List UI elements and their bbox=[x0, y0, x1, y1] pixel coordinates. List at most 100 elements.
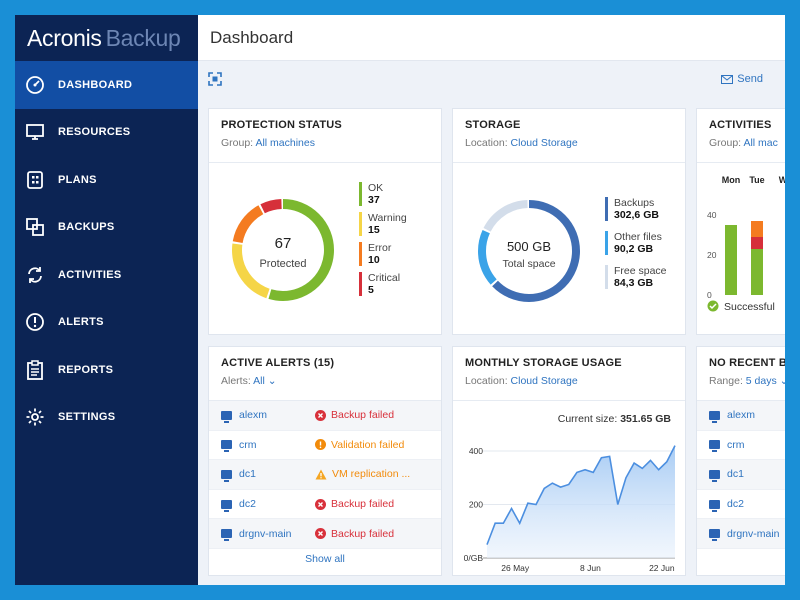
fullscreen-icon[interactable] bbox=[208, 72, 222, 86]
alert-row[interactable]: crm Validation failed bbox=[209, 431, 441, 461]
activity-bar bbox=[751, 249, 763, 295]
machine-icon bbox=[221, 529, 232, 542]
sidebar-item-settings[interactable]: SETTINGS bbox=[15, 394, 198, 442]
sidebar-item-activities[interactable]: ACTIVITIES bbox=[15, 251, 198, 299]
legend-swatch bbox=[605, 265, 608, 289]
machine-name[interactable]: dc1 bbox=[239, 468, 256, 481]
sidebar-item-label: DASHBOARD bbox=[58, 78, 133, 91]
topbar: Dashboard bbox=[198, 15, 785, 61]
gear-icon bbox=[24, 406, 46, 428]
location-link[interactable]: Cloud Storage bbox=[510, 137, 578, 149]
no-recent-backups-card: NO RECENT BA Range: 5 days ⌄ alexmcrmdc1… bbox=[696, 346, 785, 576]
machine-name[interactable]: dc1 bbox=[727, 468, 744, 481]
alert-status: Validation failed bbox=[331, 438, 405, 451]
legend-item: OK 37 bbox=[359, 182, 407, 206]
alert-status: Backup failed bbox=[331, 498, 395, 511]
alert-row[interactable]: drgnv-main Backup failed bbox=[209, 519, 441, 549]
sidebar: Acronis Backup DASHBOARD RESOURCES PLANS BAC… bbox=[15, 15, 198, 585]
activity-bar bbox=[725, 225, 737, 295]
sidebar-item-label: BACKUPS bbox=[58, 221, 115, 234]
machine-name[interactable]: alexm bbox=[239, 409, 268, 422]
x-tick-label: 26 May bbox=[501, 563, 530, 573]
x-tick-label: 22 Jun bbox=[649, 563, 675, 573]
protected-label: Protected bbox=[259, 258, 306, 270]
day-label: W bbox=[779, 175, 785, 185]
machine-icon bbox=[709, 529, 720, 542]
alerts-filter-dropdown[interactable]: All ⌄ bbox=[253, 375, 277, 387]
donut-segment-other-files bbox=[478, 200, 580, 302]
toolbar: Send bbox=[198, 61, 785, 97]
page-title: Dashboard bbox=[210, 27, 294, 47]
sidebar-item-alerts[interactable]: ALERTS bbox=[15, 299, 198, 347]
app-window: Acronis Backup DASHBOARD RESOURCES PLANS BAC… bbox=[15, 15, 785, 585]
machine-name[interactable]: alexm bbox=[727, 409, 756, 422]
machine-row[interactable]: drgnv-main bbox=[697, 519, 785, 549]
show-all-link[interactable]: Show all bbox=[305, 552, 345, 565]
legend-swatch bbox=[359, 182, 362, 206]
machine-icon bbox=[221, 469, 232, 482]
sidebar-item-resources[interactable]: RESOURCES bbox=[15, 109, 198, 157]
machine-name[interactable]: dc2 bbox=[727, 498, 744, 511]
alert-row[interactable]: alexm Backup failed bbox=[209, 401, 441, 431]
y-tick-label: 200 bbox=[469, 500, 483, 510]
x-tick-label: 8 Jun bbox=[580, 563, 601, 573]
day-label: Tue bbox=[749, 175, 764, 185]
sidebar-item-reports[interactable]: REPORTS bbox=[15, 346, 198, 394]
clipboard-icon bbox=[24, 359, 46, 381]
legend-item: Error 10 bbox=[359, 242, 407, 266]
legend-item: Free space 84,3 GB bbox=[605, 265, 667, 289]
storage-donut: 500 GB Total space bbox=[478, 200, 580, 302]
machine-row[interactable]: dc2 bbox=[697, 490, 785, 520]
sidebar-item-label: ALERTS bbox=[58, 316, 104, 329]
legend-item: Backups 302,6 GB bbox=[605, 197, 667, 221]
warning-icon bbox=[315, 469, 327, 480]
alert-row[interactable]: dc2 Backup failed bbox=[209, 490, 441, 520]
y-tick-label: 0/GB bbox=[464, 553, 484, 563]
legend-swatch bbox=[605, 231, 608, 255]
legend-swatch bbox=[605, 197, 608, 221]
protection-donut: 67 Protected bbox=[232, 199, 334, 301]
protection-legend: OK 37 Warning 15 Error 10 Critical 5 bbox=[359, 182, 407, 302]
activities-card: ACTIVITIES Group: All mac Mon Tue W 40 20 0 Su… bbox=[696, 108, 785, 335]
machine-row[interactable]: alexm bbox=[697, 401, 785, 431]
alert-status: Backup failed bbox=[331, 409, 395, 422]
machine-name[interactable]: crm bbox=[239, 438, 257, 451]
donut-segment-backups bbox=[478, 200, 580, 302]
storage-card: STORAGE Location: Cloud Storage 500 GB T… bbox=[452, 108, 686, 335]
sidebar-item-dashboard[interactable]: DASHBOARD bbox=[15, 61, 198, 109]
sidebar-item-label: REPORTS bbox=[58, 363, 114, 376]
sidebar-item-plans[interactable]: PLANS bbox=[15, 156, 198, 204]
machine-name[interactable]: dc2 bbox=[239, 498, 256, 511]
usage-line bbox=[486, 445, 676, 545]
range-dropdown[interactable]: 5 days ⌄ bbox=[746, 375, 785, 387]
group-link[interactable]: All machines bbox=[255, 137, 315, 149]
machine-row[interactable]: dc1 bbox=[697, 460, 785, 490]
send-button[interactable]: Send bbox=[721, 73, 763, 85]
warning-circle-icon bbox=[315, 439, 326, 451]
active-alerts-card: ACTIVE ALERTS (15) Alerts: All ⌄ alexm Ba… bbox=[208, 346, 442, 576]
alert-row[interactable]: dc1 VM replication ... bbox=[209, 460, 441, 490]
error-icon bbox=[315, 528, 326, 540]
machine-icon bbox=[221, 410, 232, 423]
chevron-down-icon: ⌄ bbox=[780, 375, 785, 387]
machine-name[interactable]: drgnv-main bbox=[239, 527, 292, 540]
machine-name[interactable]: drgnv-main bbox=[727, 527, 780, 540]
protection-status-card: PROTECTION STATUS Group: All machines 67… bbox=[208, 108, 442, 335]
machine-row[interactable]: crm bbox=[697, 431, 785, 461]
activities-chart: Mon Tue W 40 20 0 Successful bbox=[707, 175, 785, 313]
y-tick-label: 40 bbox=[707, 210, 717, 220]
copy-icon bbox=[24, 216, 46, 238]
legend-successful: Successful bbox=[707, 300, 775, 313]
y-tick-label: 400 bbox=[469, 446, 483, 456]
legend-item: Warning 15 bbox=[359, 212, 407, 236]
machine-icon bbox=[709, 469, 720, 482]
svg-text:Successful: Successful bbox=[724, 301, 775, 313]
legend-item: Other files 90,2 GB bbox=[605, 231, 667, 255]
sidebar-item-backups[interactable]: BACKUPS bbox=[15, 204, 198, 252]
envelope-icon bbox=[721, 74, 734, 84]
monthly-storage-card: MONTHLY STORAGE USAGE Location: Cloud St… bbox=[452, 346, 686, 576]
sidebar-item-label: SETTINGS bbox=[58, 411, 116, 424]
machine-name[interactable]: crm bbox=[727, 438, 745, 451]
machine-icon bbox=[221, 440, 232, 453]
storage-total-label: Total space bbox=[502, 258, 555, 270]
